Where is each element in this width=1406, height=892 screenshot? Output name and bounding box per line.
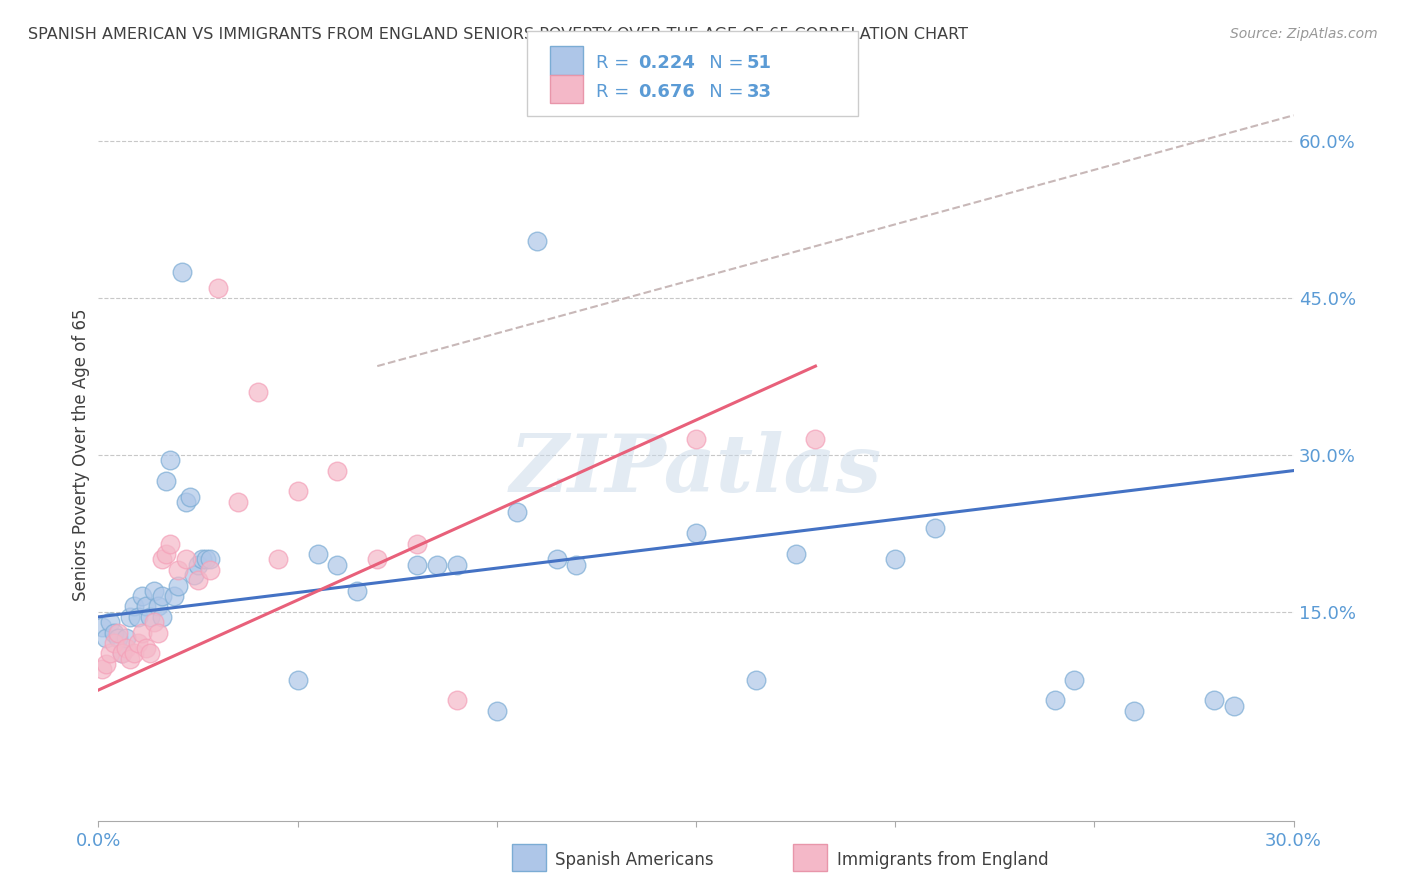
Point [446,693,468,707]
Point [150,552,173,566]
Point [226,495,249,509]
Point [287,484,309,499]
Point [187,558,209,572]
Point [148,625,170,640]
Point [287,673,309,687]
Y-axis label: Seniors Poverty Over the Age of 65: Seniors Poverty Over the Age of 65 [72,309,90,601]
Point [246,385,269,400]
Point [406,558,429,572]
Point [91,662,114,676]
Point [115,641,138,656]
Point [183,568,205,582]
Point [346,583,368,598]
Point [143,583,166,598]
Point [159,537,181,551]
Point [167,563,190,577]
Text: N =: N = [692,54,749,72]
Point [174,495,197,509]
Point [135,641,157,656]
Point [107,625,129,640]
Point [198,552,221,566]
Text: ZIPatlas: ZIPatlas [510,431,882,508]
Point [207,281,229,295]
Point [1123,704,1146,718]
Point [179,490,201,504]
Point [406,537,429,551]
Text: 33: 33 [747,83,772,101]
Text: SPANISH AMERICAN VS IMMIGRANTS FROM ENGLAND SENIORS POVERTY OVER THE AGE OF 65 C: SPANISH AMERICAN VS IMMIGRANTS FROM ENGL… [28,27,969,42]
Text: Immigrants from England: Immigrants from England [837,851,1049,869]
Point [155,474,177,488]
Point [685,526,707,541]
Point [565,558,588,572]
Point [115,631,138,645]
Point [1222,698,1246,713]
Text: R =: R = [596,83,636,101]
Point [155,547,177,561]
Point [127,636,149,650]
Point [785,547,807,561]
Point [111,647,134,661]
Point [685,432,707,446]
Point [103,625,125,640]
Point [172,265,194,279]
Point [174,552,197,566]
Point [195,552,218,566]
Point [139,610,162,624]
Text: Spanish Americans: Spanish Americans [555,851,714,869]
Point [150,589,173,603]
Point [884,552,907,566]
Point [131,625,153,640]
Point [107,631,129,645]
Point [163,589,186,603]
Point [198,563,221,577]
Point [120,610,142,624]
Text: 0.224: 0.224 [638,54,695,72]
Point [326,558,349,572]
Point [120,651,142,665]
Text: Source: ZipAtlas.com: Source: ZipAtlas.com [1230,27,1378,41]
Point [307,547,329,561]
Point [91,620,114,634]
Point [96,657,118,671]
Point [100,615,122,629]
Point [426,558,449,572]
Point [111,647,134,661]
Point [546,552,568,566]
Point [366,552,388,566]
Point [191,552,214,566]
Point [1202,693,1225,707]
Point [135,599,157,614]
Point [131,589,153,603]
Point [159,453,181,467]
Point [139,647,162,661]
Text: N =: N = [692,83,749,101]
Point [103,636,125,650]
Point [124,647,146,661]
Point [150,610,173,624]
Point [804,432,827,446]
Point [446,558,468,572]
Point [167,578,190,592]
Text: 0.676: 0.676 [638,83,695,101]
Point [124,599,146,614]
Point [127,610,149,624]
Point [148,599,170,614]
Point [924,521,946,535]
Text: R =: R = [596,54,636,72]
Point [485,704,508,718]
Text: 51: 51 [747,54,772,72]
Point [326,464,349,478]
Point [187,574,209,588]
Point [1043,693,1066,707]
Point [143,615,166,629]
Point [96,631,118,645]
Point [506,505,529,519]
Point [100,647,122,661]
Point [526,234,548,248]
Point [267,552,290,566]
Point [745,673,768,687]
Point [1063,673,1085,687]
